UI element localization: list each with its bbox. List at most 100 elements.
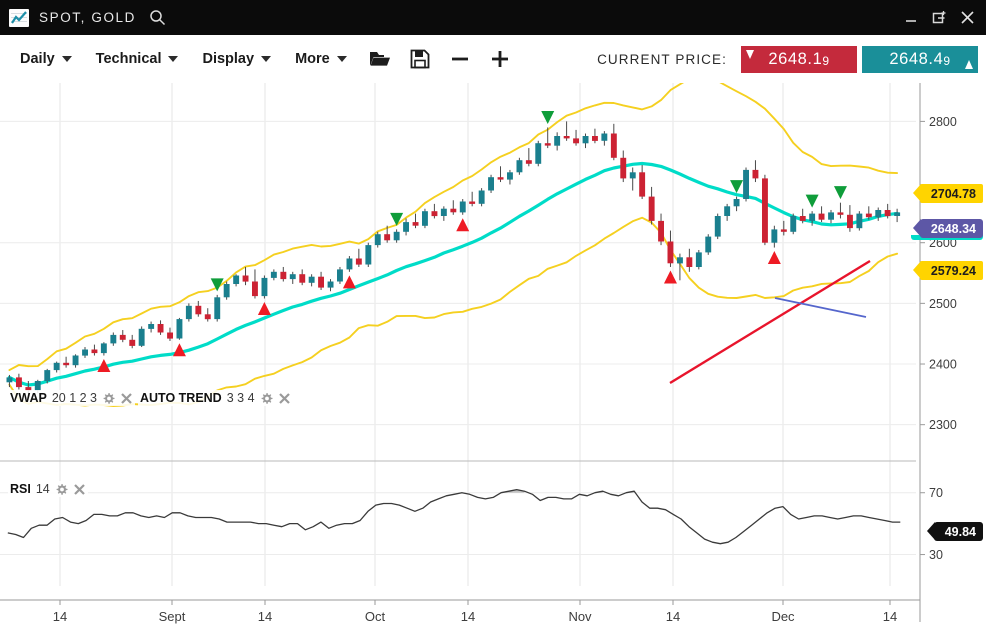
candle[interactable]: [185, 305, 192, 320]
candle[interactable]: [327, 281, 334, 288]
candle[interactable]: [884, 210, 891, 217]
candle[interactable]: [667, 241, 674, 264]
candle[interactable]: [119, 334, 126, 340]
candle[interactable]: [809, 213, 816, 221]
candle[interactable]: [535, 143, 542, 164]
candle[interactable]: [488, 177, 494, 191]
candle[interactable]: [828, 212, 834, 220]
candle[interactable]: [148, 324, 155, 329]
candle[interactable]: [780, 229, 787, 232]
candle[interactable]: [459, 201, 466, 213]
close-icon[interactable]: [73, 483, 86, 496]
bid-price-box[interactable]: 2648.1 9: [741, 45, 857, 73]
candle[interactable]: [677, 257, 683, 264]
candle[interactable]: [100, 343, 107, 354]
candle[interactable]: [252, 281, 258, 297]
candle[interactable]: [601, 133, 608, 141]
candle[interactable]: [431, 211, 438, 217]
candle[interactable]: [573, 138, 579, 144]
candle[interactable]: [610, 133, 617, 158]
candle[interactable]: [554, 136, 561, 146]
close-icon[interactable]: [954, 5, 980, 31]
open-folder-icon[interactable]: [365, 44, 395, 74]
candle[interactable]: [507, 172, 513, 180]
candle[interactable]: [743, 169, 749, 199]
candle[interactable]: [544, 143, 551, 146]
candle[interactable]: [129, 339, 136, 346]
candle[interactable]: [374, 234, 381, 246]
candle[interactable]: [393, 231, 400, 241]
candle[interactable]: [856, 213, 863, 229]
candle[interactable]: [6, 377, 13, 383]
minimize-icon[interactable]: [898, 5, 924, 31]
candle[interactable]: [25, 387, 32, 391]
menu-more[interactable]: More: [287, 47, 355, 71]
candle[interactable]: [204, 314, 211, 320]
candle[interactable]: [195, 305, 202, 315]
candle[interactable]: [318, 276, 324, 288]
candle[interactable]: [582, 136, 589, 144]
candle[interactable]: [525, 160, 532, 164]
chart-area[interactable]: 2300 2400 2500 2600 2800 30 70 14 Sept 14 Oct 14 Nov…: [0, 83, 986, 627]
candle[interactable]: [157, 324, 164, 333]
search-icon[interactable]: [149, 9, 166, 26]
candle[interactable]: [72, 355, 79, 366]
candle[interactable]: [790, 216, 797, 232]
candle[interactable]: [167, 332, 173, 339]
trendline-support[interactable]: [669, 259, 871, 385]
candle[interactable]: [270, 271, 277, 278]
candle[interactable]: [412, 222, 419, 226]
candle[interactable]: [714, 216, 721, 237]
candle[interactable]: [648, 196, 655, 221]
candle[interactable]: [516, 160, 523, 173]
candle[interactable]: [403, 222, 409, 232]
save-icon[interactable]: [405, 44, 435, 74]
zoom-out-icon[interactable]: [445, 44, 475, 74]
candle[interactable]: [110, 334, 117, 344]
candle[interactable]: [620, 157, 627, 179]
candle[interactable]: [91, 349, 98, 354]
candle[interactable]: [762, 178, 768, 243]
candle[interactable]: [289, 274, 296, 280]
candle[interactable]: [299, 274, 306, 283]
candle[interactable]: [847, 214, 853, 229]
candle[interactable]: [469, 201, 476, 204]
close-icon[interactable]: [278, 392, 291, 405]
axis-badge-low[interactable]: 2579.24: [912, 261, 983, 280]
candle[interactable]: [214, 297, 221, 320]
candle[interactable]: [592, 136, 598, 141]
indicator-legend-vwap[interactable]: VWAP 20 1 2 3: [8, 390, 135, 406]
gear-icon[interactable]: [102, 392, 115, 405]
candle[interactable]: [16, 377, 22, 388]
candle[interactable]: [865, 213, 872, 218]
candle[interactable]: [384, 234, 391, 241]
axis-badge-rsi[interactable]: 49.84: [926, 522, 983, 541]
candle[interactable]: [280, 271, 287, 280]
candle[interactable]: [799, 216, 806, 221]
candle[interactable]: [894, 212, 901, 216]
gear-icon[interactable]: [55, 483, 68, 496]
candle[interactable]: [261, 277, 268, 297]
candle[interactable]: [686, 257, 693, 267]
candle[interactable]: [724, 206, 731, 216]
candle[interactable]: [53, 362, 60, 371]
trendline-resistance[interactable]: [774, 297, 867, 318]
menu-daily[interactable]: Daily: [12, 47, 80, 71]
candle[interactable]: [82, 349, 88, 356]
indicator-legend-rsi[interactable]: RSI 14: [8, 481, 88, 497]
candle[interactable]: [705, 236, 712, 253]
candle[interactable]: [355, 258, 362, 265]
candle[interactable]: [818, 213, 825, 220]
candle[interactable]: [629, 172, 636, 179]
candle[interactable]: [875, 210, 882, 218]
candle[interactable]: [639, 172, 646, 197]
candle[interactable]: [233, 275, 240, 285]
candle[interactable]: [771, 229, 778, 243]
ask-price-box[interactable]: 2648.4 9: [862, 45, 978, 73]
candle[interactable]: [63, 362, 70, 366]
new-window-icon[interactable]: [926, 5, 952, 31]
candle[interactable]: [176, 319, 183, 339]
menu-technical[interactable]: Technical: [88, 47, 187, 71]
candle[interactable]: [497, 177, 504, 180]
